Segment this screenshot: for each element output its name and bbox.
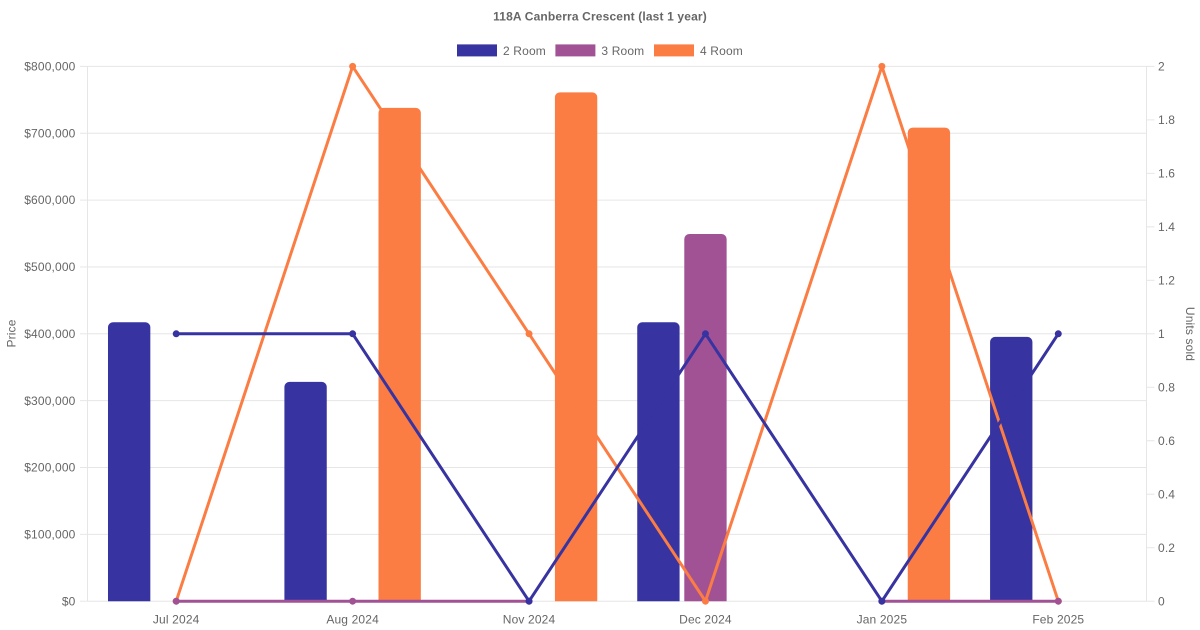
svg-text:118A Canberra Crescent (last 1: 118A Canberra Crescent (last 1 year) — [493, 9, 707, 23]
svg-text:$100,000: $100,000 — [24, 527, 75, 541]
svg-text:Jul 2024: Jul 2024 — [153, 613, 200, 627]
svg-text:$600,000: $600,000 — [24, 193, 75, 207]
svg-text:Units sold: Units sold — [1183, 307, 1197, 361]
svg-text:$800,000: $800,000 — [24, 60, 75, 74]
svg-text:Price: Price — [4, 319, 18, 347]
svg-text:$300,000: $300,000 — [24, 394, 75, 408]
svg-text:Nov 2024: Nov 2024 — [503, 613, 556, 627]
svg-text:2 Room: 2 Room — [503, 44, 546, 58]
svg-text:0.8: 0.8 — [1158, 380, 1175, 394]
svg-text:0.4: 0.4 — [1158, 487, 1175, 501]
svg-text:Feb 2025: Feb 2025 — [1032, 613, 1084, 627]
svg-text:0.2: 0.2 — [1158, 541, 1175, 555]
svg-text:$500,000: $500,000 — [24, 260, 75, 274]
svg-text:Aug 2024: Aug 2024 — [326, 613, 379, 627]
svg-text:2: 2 — [1158, 60, 1165, 74]
svg-text:$200,000: $200,000 — [24, 461, 75, 475]
svg-text:Dec 2024: Dec 2024 — [679, 613, 732, 627]
svg-text:1.4: 1.4 — [1158, 220, 1175, 234]
svg-text:0.6: 0.6 — [1158, 434, 1175, 448]
svg-text:1: 1 — [1158, 327, 1165, 341]
svg-text:$700,000: $700,000 — [24, 126, 75, 140]
svg-text:1.8: 1.8 — [1158, 113, 1175, 127]
svg-text:0: 0 — [1158, 594, 1165, 608]
svg-text:3 Room: 3 Room — [601, 44, 644, 58]
svg-text:$400,000: $400,000 — [24, 327, 75, 341]
svg-text:4 Room: 4 Room — [700, 44, 743, 58]
svg-text:$0: $0 — [62, 594, 76, 608]
svg-text:Jan 2025: Jan 2025 — [857, 613, 908, 627]
svg-text:1.2: 1.2 — [1158, 273, 1175, 287]
svg-text:1.6: 1.6 — [1158, 166, 1175, 180]
